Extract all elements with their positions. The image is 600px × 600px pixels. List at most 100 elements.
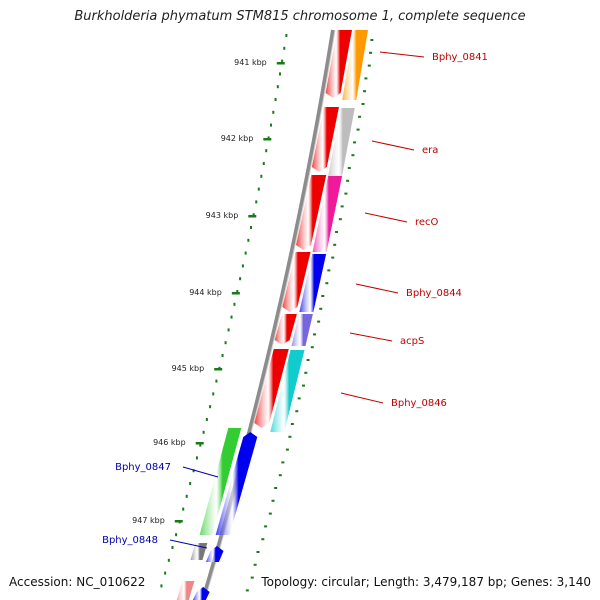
scale-tick-mark xyxy=(174,520,183,523)
left-dot-tick xyxy=(252,213,255,217)
right-dot-tick xyxy=(281,461,285,464)
scale-tick-mark xyxy=(231,292,240,295)
gene-block-era xyxy=(328,108,355,176)
right-dot-tick xyxy=(301,384,305,387)
left-dot-tick xyxy=(279,72,282,76)
map-title: Burkholderia phymatum STM815 chromosome … xyxy=(74,9,526,24)
right-dot-tick xyxy=(268,512,272,515)
right-dot-tick xyxy=(369,51,373,54)
right-dot-tick xyxy=(335,231,339,233)
right-dot-tick xyxy=(351,154,355,157)
left-dot-tick xyxy=(265,149,268,153)
left-dot-tick xyxy=(236,290,239,293)
forward-cds-arrow xyxy=(325,30,352,98)
right-dot-tick xyxy=(340,205,344,208)
right-dot-tick xyxy=(321,295,325,297)
right-dot-tick xyxy=(331,256,335,259)
gene-leader-line xyxy=(340,392,384,404)
left-dot-tick xyxy=(269,123,272,127)
right-dot-tick xyxy=(285,448,289,451)
left-dot-tick xyxy=(189,482,192,485)
scale-tick-mark xyxy=(195,442,204,445)
gene-leader-line xyxy=(169,539,208,549)
left-dot-tick xyxy=(244,251,247,255)
scale-tick-mark xyxy=(263,138,272,141)
right-dot-tick xyxy=(274,487,278,489)
gene-label-era: era xyxy=(422,145,438,156)
left-dot-tick xyxy=(195,456,198,460)
left-dot-tick xyxy=(202,430,205,434)
right-dot-tick xyxy=(310,346,314,349)
left-dot-tick xyxy=(227,328,230,332)
scale-label: 941 kbp xyxy=(234,58,267,67)
left-dot-tick xyxy=(182,507,185,511)
left-dot-tick xyxy=(171,546,174,549)
gene-leader-line xyxy=(371,140,415,151)
right-dot-tick xyxy=(327,269,331,272)
left-dot-tick xyxy=(241,264,244,268)
right-dot-tick xyxy=(317,320,321,323)
left-dot-tick xyxy=(267,136,270,140)
right-dot-tick xyxy=(256,551,260,553)
left-dot-tick xyxy=(164,571,167,575)
gene-leader-line xyxy=(182,466,219,478)
gene-label-acps: acpS xyxy=(400,336,424,347)
reverse-cds-arrow xyxy=(192,587,210,600)
gene-label-bphy_0848: Bphy_0848 xyxy=(102,535,158,546)
right-dot-tick xyxy=(245,589,249,592)
gene-block-reco xyxy=(312,176,343,252)
right-dot-tick xyxy=(264,525,268,528)
right-dot-tick xyxy=(358,115,362,118)
right-dot-tick xyxy=(306,359,310,361)
forward-cds-arrow xyxy=(274,314,297,345)
right-dot-tick xyxy=(367,64,371,67)
forward-cds-arrow xyxy=(254,349,289,428)
gene-leader-line xyxy=(364,212,408,223)
gene-block-bphy_0847 xyxy=(199,428,242,535)
right-dot-tick xyxy=(347,167,351,169)
left-dot-tick xyxy=(205,418,208,421)
scale-label: 945 kbp xyxy=(172,364,205,373)
right-dot-tick xyxy=(250,576,254,579)
right-dot-tick xyxy=(261,538,265,541)
right-dot-tick xyxy=(304,371,308,374)
right-dot-tick xyxy=(325,282,329,285)
scale-label: 942 kbp xyxy=(221,134,254,143)
gene-block-acps xyxy=(291,314,313,346)
left-dot-tick xyxy=(250,226,253,229)
left-dot-tick xyxy=(285,34,288,37)
left-dot-tick xyxy=(175,533,178,537)
right-dot-tick xyxy=(278,474,282,477)
left-dot-tick xyxy=(276,85,279,89)
forward-cds-arrow xyxy=(295,175,327,250)
scale-label: 944 kbp xyxy=(189,288,222,297)
gene-block-bphy_0841 xyxy=(342,30,368,100)
right-dot-tick xyxy=(344,192,348,195)
gene-label-bphy_0841: Bphy_0841 xyxy=(432,52,488,63)
right-dot-tick xyxy=(356,128,360,131)
left-dot-tick xyxy=(199,443,202,447)
left-dot-tick xyxy=(185,494,188,498)
right-dot-tick xyxy=(361,103,365,105)
scale-label: 947 kbp xyxy=(132,516,165,525)
left-dot-tick xyxy=(257,187,260,191)
left-dot-tick xyxy=(260,174,263,178)
reverse-cds-arrow xyxy=(205,546,224,562)
left-dot-tick xyxy=(262,162,265,165)
right-dot-tick xyxy=(346,179,350,182)
left-dot-tick xyxy=(209,405,212,409)
right-dot-tick xyxy=(253,563,257,566)
left-dot-tick xyxy=(272,110,275,114)
right-dot-tick xyxy=(297,397,301,400)
left-dot-tick xyxy=(247,238,250,242)
gene-label-bphy_0847: Bphy_0847 xyxy=(115,462,171,473)
gene-leader-line xyxy=(349,332,393,342)
left-dot-tick xyxy=(255,200,258,204)
right-dot-tick xyxy=(338,218,342,221)
gene-label-bphy_0844: Bphy_0844 xyxy=(406,288,462,299)
right-dot-tick xyxy=(333,243,337,246)
right-dot-tick xyxy=(363,90,367,93)
left-dot-tick xyxy=(212,392,215,396)
